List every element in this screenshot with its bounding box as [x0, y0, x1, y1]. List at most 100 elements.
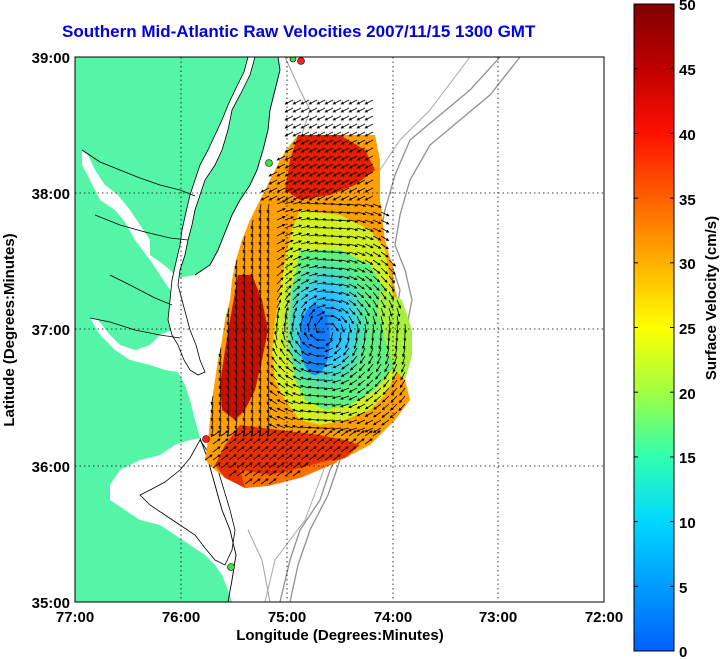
velocity-arrow — [332, 251, 343, 255]
velocity-arrow — [258, 331, 262, 342]
velocity-arrow — [284, 208, 295, 213]
velocity-arrow — [284, 107, 294, 113]
velocity-arrow — [332, 371, 342, 376]
velocity-arrow — [258, 379, 262, 390]
velocity-arrow — [284, 195, 294, 201]
velocity-arrow — [266, 219, 270, 230]
velocity-arrow — [332, 430, 341, 437]
velocity-arrow — [242, 411, 246, 422]
velocity-arrow — [292, 240, 302, 245]
velocity-arrow — [266, 379, 270, 390]
velocity-arrow — [316, 147, 326, 153]
velocity-arrow — [258, 323, 262, 334]
velocity-arrow — [292, 438, 301, 445]
velocity-arrow — [352, 347, 358, 357]
velocity-arrow — [364, 107, 374, 113]
velocity-arrow — [348, 283, 358, 289]
velocity-arrow — [295, 340, 302, 349]
velocity-arrow — [324, 139, 334, 145]
velocity-arrow — [332, 171, 342, 177]
velocity-arrow — [316, 249, 327, 253]
velocity-arrow — [308, 147, 318, 153]
velocity-arrow — [338, 331, 342, 342]
velocity-arrow — [348, 267, 358, 272]
grid — [75, 57, 604, 602]
velocity-arrow — [340, 115, 350, 121]
velocity-arrow — [260, 462, 269, 469]
velocity-arrow — [316, 446, 325, 453]
velocity-arrow — [396, 315, 400, 326]
x-tick-label: 74:00 — [374, 609, 412, 626]
velocity-arrow — [244, 470, 253, 477]
velocity-arrow — [210, 411, 214, 422]
velocity-arrow — [258, 315, 262, 326]
velocity-arrow — [380, 227, 390, 233]
velocity-arrow — [385, 347, 390, 358]
velocity-arrow — [258, 291, 262, 302]
velocity-arrow — [356, 99, 366, 105]
velocity-arrow — [372, 299, 379, 309]
velocity-arrow — [372, 243, 382, 249]
velocity-arrow — [356, 187, 366, 193]
velocity-arrow — [348, 446, 357, 453]
velocity-arrow — [364, 438, 373, 445]
x-tick-label: 75:00 — [268, 609, 306, 626]
velocity-arrow — [276, 390, 286, 397]
velocity-arrow — [316, 171, 326, 177]
velocity-arrow — [250, 251, 254, 262]
velocity-arrow — [356, 235, 367, 240]
velocity-arrow — [258, 411, 262, 422]
velocity-arrow — [300, 224, 311, 229]
velocity-arrow — [252, 462, 261, 469]
velocity-arrow — [316, 273, 327, 277]
velocity-arrow — [316, 281, 327, 285]
velocity-arrow — [361, 339, 366, 350]
velocity-arrow — [276, 430, 285, 437]
velocity-arrow — [331, 403, 342, 407]
velocity-arrow — [250, 307, 254, 318]
velocity-arrow — [332, 355, 342, 362]
velocity-arrow — [258, 395, 262, 406]
velocity-arrow — [234, 339, 238, 350]
velocity-arrow — [340, 291, 350, 296]
velocity-arrow — [292, 187, 302, 193]
velocity-arrow — [380, 299, 386, 309]
velocity-arrow — [329, 331, 334, 342]
velocity-arrow — [234, 331, 238, 342]
velocity-arrow — [372, 227, 382, 233]
velocity-arrow — [276, 415, 286, 421]
velocity-arrow — [292, 107, 302, 113]
velocity-arrow — [276, 399, 286, 405]
velocity-arrow — [342, 355, 350, 363]
velocity-arrow — [260, 187, 270, 193]
velocity-arrow — [276, 446, 285, 453]
velocity-arrow — [380, 235, 390, 241]
velocity-arrow — [258, 235, 262, 246]
bathymetry-contour — [247, 529, 271, 602]
velocity-arrow — [266, 395, 270, 406]
velocity-arrow — [340, 275, 351, 280]
velocity-arrow — [284, 374, 294, 381]
velocity-arrow — [364, 299, 371, 308]
velocity-arrow — [252, 478, 261, 485]
velocity-arrow — [291, 416, 302, 421]
velocity-arrow — [279, 348, 286, 357]
velocity-arrow — [234, 299, 238, 310]
velocity-arrow — [292, 115, 302, 121]
velocity-arrow — [396, 307, 401, 318]
velocity-arrow — [234, 291, 238, 302]
velocity-arrow — [364, 227, 374, 232]
velocity-arrow — [316, 289, 327, 293]
velocity-arrow — [242, 275, 246, 286]
velocity-arrow — [228, 470, 237, 477]
velocity-arrow — [323, 411, 334, 415]
velocity-arrow — [402, 339, 406, 350]
velocity-arrow — [242, 315, 246, 326]
velocity-arrow — [300, 279, 310, 285]
velocity-arrow — [284, 299, 290, 309]
y-tick-label: 36:00 — [32, 459, 70, 476]
velocity-arrow — [356, 219, 367, 224]
velocity-arrow — [258, 355, 262, 366]
velocity-arrow — [276, 407, 286, 413]
